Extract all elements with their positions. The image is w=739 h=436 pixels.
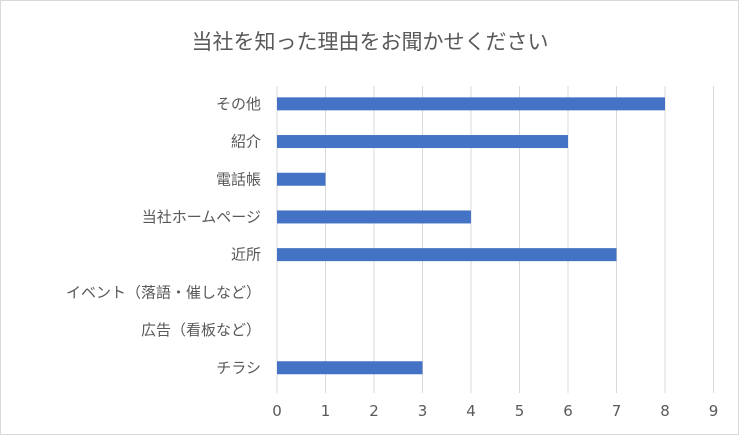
bars (277, 97, 665, 375)
x-tick-label: 5 (515, 402, 525, 420)
bar (277, 361, 423, 375)
bar (277, 210, 471, 224)
x-tick-label: 9 (709, 402, 719, 420)
x-tick-label: 6 (563, 402, 573, 420)
x-tick-label: 3 (418, 402, 428, 420)
bar (277, 248, 617, 262)
bar (277, 97, 665, 111)
x-tick-label: 0 (272, 402, 282, 420)
x-tick-label: 1 (321, 402, 331, 420)
category-label: 当社ホームページ (142, 208, 261, 226)
bar (277, 135, 568, 149)
x-tick-label: 7 (612, 402, 622, 420)
bar (277, 172, 326, 186)
x-tick-label: 4 (466, 402, 476, 420)
x-tick-label: 8 (660, 402, 670, 420)
gridlines (276, 86, 714, 393)
category-label: チラシ (216, 359, 261, 377)
x-tick-label: 2 (369, 402, 379, 420)
category-label: 紹介 (231, 133, 261, 151)
x-tick-labels: 0 1 2 3 4 5 6 7 8 9 (272, 402, 718, 420)
category-label: 広告（看板など） (141, 321, 261, 339)
category-label: 近所 (231, 246, 261, 264)
category-label: 電話帳 (216, 170, 261, 188)
category-label: その他 (216, 95, 261, 113)
category-label: イベント（落語・催しなど） (66, 283, 261, 301)
chart-title: 当社を知った理由をお聞かせください (192, 30, 549, 54)
